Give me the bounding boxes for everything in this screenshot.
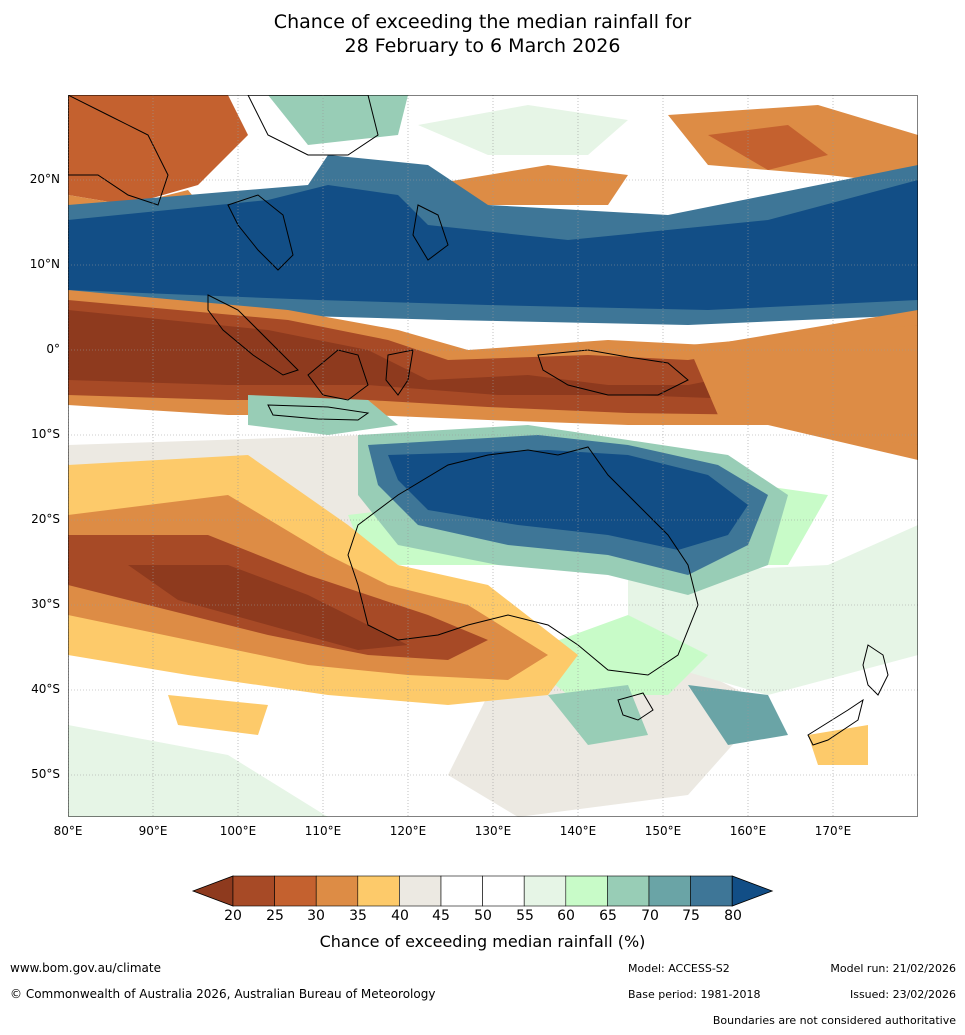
legend-colorbar	[190, 872, 775, 912]
model-run-date: Model run: 21/02/2026	[830, 962, 956, 975]
graticule	[68, 95, 918, 817]
legend-swatch-8	[565, 875, 608, 907]
legend-swatch-5	[440, 875, 483, 907]
legend-swatch-0	[232, 875, 275, 907]
legend-tick-75: 75	[682, 908, 700, 924]
lat-label-20n: 20°N	[29, 172, 60, 186]
legend-swatch-6	[482, 875, 525, 907]
coastline-nz-south-island	[807, 698, 864, 746]
lon-label-150e: 150°E	[644, 824, 682, 838]
legend-extend-high	[731, 875, 774, 907]
legend-extend-low	[191, 875, 234, 907]
coastline-indochina	[227, 194, 294, 271]
lon-label-130e: 130°E	[474, 824, 512, 838]
legend-tick-70: 70	[641, 908, 659, 924]
legend-tick-25: 25	[266, 908, 284, 924]
legend-tick-55: 55	[516, 908, 534, 924]
lon-label-120e: 120°E	[389, 824, 427, 838]
lon-label-80e: 80°E	[53, 824, 83, 838]
boundaries-disclaimer: Boundaries are not considered authoritat…	[712, 1014, 956, 1027]
lon-label-140e: 140°E	[559, 824, 597, 838]
lon-label-110e: 110°E	[304, 824, 342, 838]
legend-swatch-7	[523, 875, 567, 907]
legend-label: Chance of exceeding median rainfall (%)	[319, 932, 646, 951]
coastline-australia	[347, 446, 699, 676]
lon-label-170e: 170°E	[814, 824, 852, 838]
lon-label-100e: 100°E	[219, 824, 257, 838]
legend-swatch-4	[399, 875, 442, 907]
lat-label-10s: 10°S	[31, 427, 60, 441]
dry-patch-far-south	[168, 695, 268, 735]
dry-band-equatorial-core	[68, 310, 918, 430]
base-period: Base period: 1981-2018	[628, 988, 761, 1001]
lat-label-equator: 0°	[46, 342, 60, 356]
dry-core-north-pacific	[708, 125, 828, 170]
website-link[interactable]: www.bom.gov.au/climate	[10, 961, 161, 975]
coastline-new-guinea	[537, 349, 689, 396]
issued-date: Issued: 23/02/2026	[849, 988, 956, 1001]
copyright-text: © Commonwealth of Australia 2026, Austra…	[10, 987, 436, 1001]
coastline-south-china	[247, 95, 379, 156]
wet-patch-victoria	[548, 685, 648, 745]
legend-tick-40: 40	[391, 908, 409, 924]
lat-label-30s: 30°S	[31, 597, 60, 611]
coastline-india	[68, 95, 169, 206]
legend-swatch-2	[315, 875, 359, 907]
wet-patch-java-sea	[248, 395, 398, 435]
legend-tick-35: 35	[349, 908, 367, 924]
lat-label-40s: 40°S	[31, 682, 60, 696]
legend-tick-50: 50	[474, 908, 492, 924]
lon-label-90e: 90°E	[138, 824, 168, 838]
coastline-tasmania	[617, 692, 654, 721]
legend-tick-60: 60	[557, 908, 575, 924]
coastline-nz-north-island	[862, 644, 889, 696]
wet-patch-tasman	[688, 685, 788, 745]
title-line-2: 28 February to 6 March 2026	[344, 35, 621, 57]
dry-patch-nz	[808, 725, 868, 765]
legend-swatch-10	[648, 875, 691, 907]
legend-tick-20: 20	[224, 908, 242, 924]
lat-label-10n: 10°N	[29, 257, 60, 271]
legend-swatch-3	[357, 875, 400, 907]
lat-label-50s: 50°S	[31, 767, 60, 781]
rainfall-map	[68, 95, 918, 817]
map-title: Chance of exceeding the median rainfall …	[0, 10, 965, 58]
wet-patch-philippine-sea	[418, 105, 628, 155]
coastline-sulawesi	[385, 349, 414, 396]
dry-zone-southern-core	[128, 565, 408, 650]
title-line-1: Chance of exceeding the median rainfall …	[273, 11, 692, 33]
lat-label-20s: 20°S	[31, 512, 60, 526]
model-name: Model: ACCESS-S2	[628, 962, 730, 975]
lon-label-160e: 160°E	[729, 824, 767, 838]
legend-tick-30: 30	[307, 908, 325, 924]
coastline-philippines	[412, 204, 449, 261]
legend-swatch-1	[274, 875, 317, 907]
legend-tick-45: 45	[432, 908, 450, 924]
dry-patch-sw-pacific	[688, 325, 918, 445]
coastline-sumatra	[207, 294, 299, 376]
legend-tick-65: 65	[599, 908, 617, 924]
dry-patch-south-asia	[68, 95, 248, 205]
coastlines	[68, 95, 889, 746]
map-frame	[68, 95, 918, 817]
wet-patch-southwest	[68, 725, 328, 817]
legend-swatch-9	[607, 875, 650, 907]
wet-patch-se-australia	[518, 615, 708, 695]
coastline-java	[267, 404, 370, 421]
wet-patch-indochina	[268, 95, 408, 145]
legend-swatch-11	[690, 875, 733, 907]
legend-tick-80: 80	[724, 908, 742, 924]
